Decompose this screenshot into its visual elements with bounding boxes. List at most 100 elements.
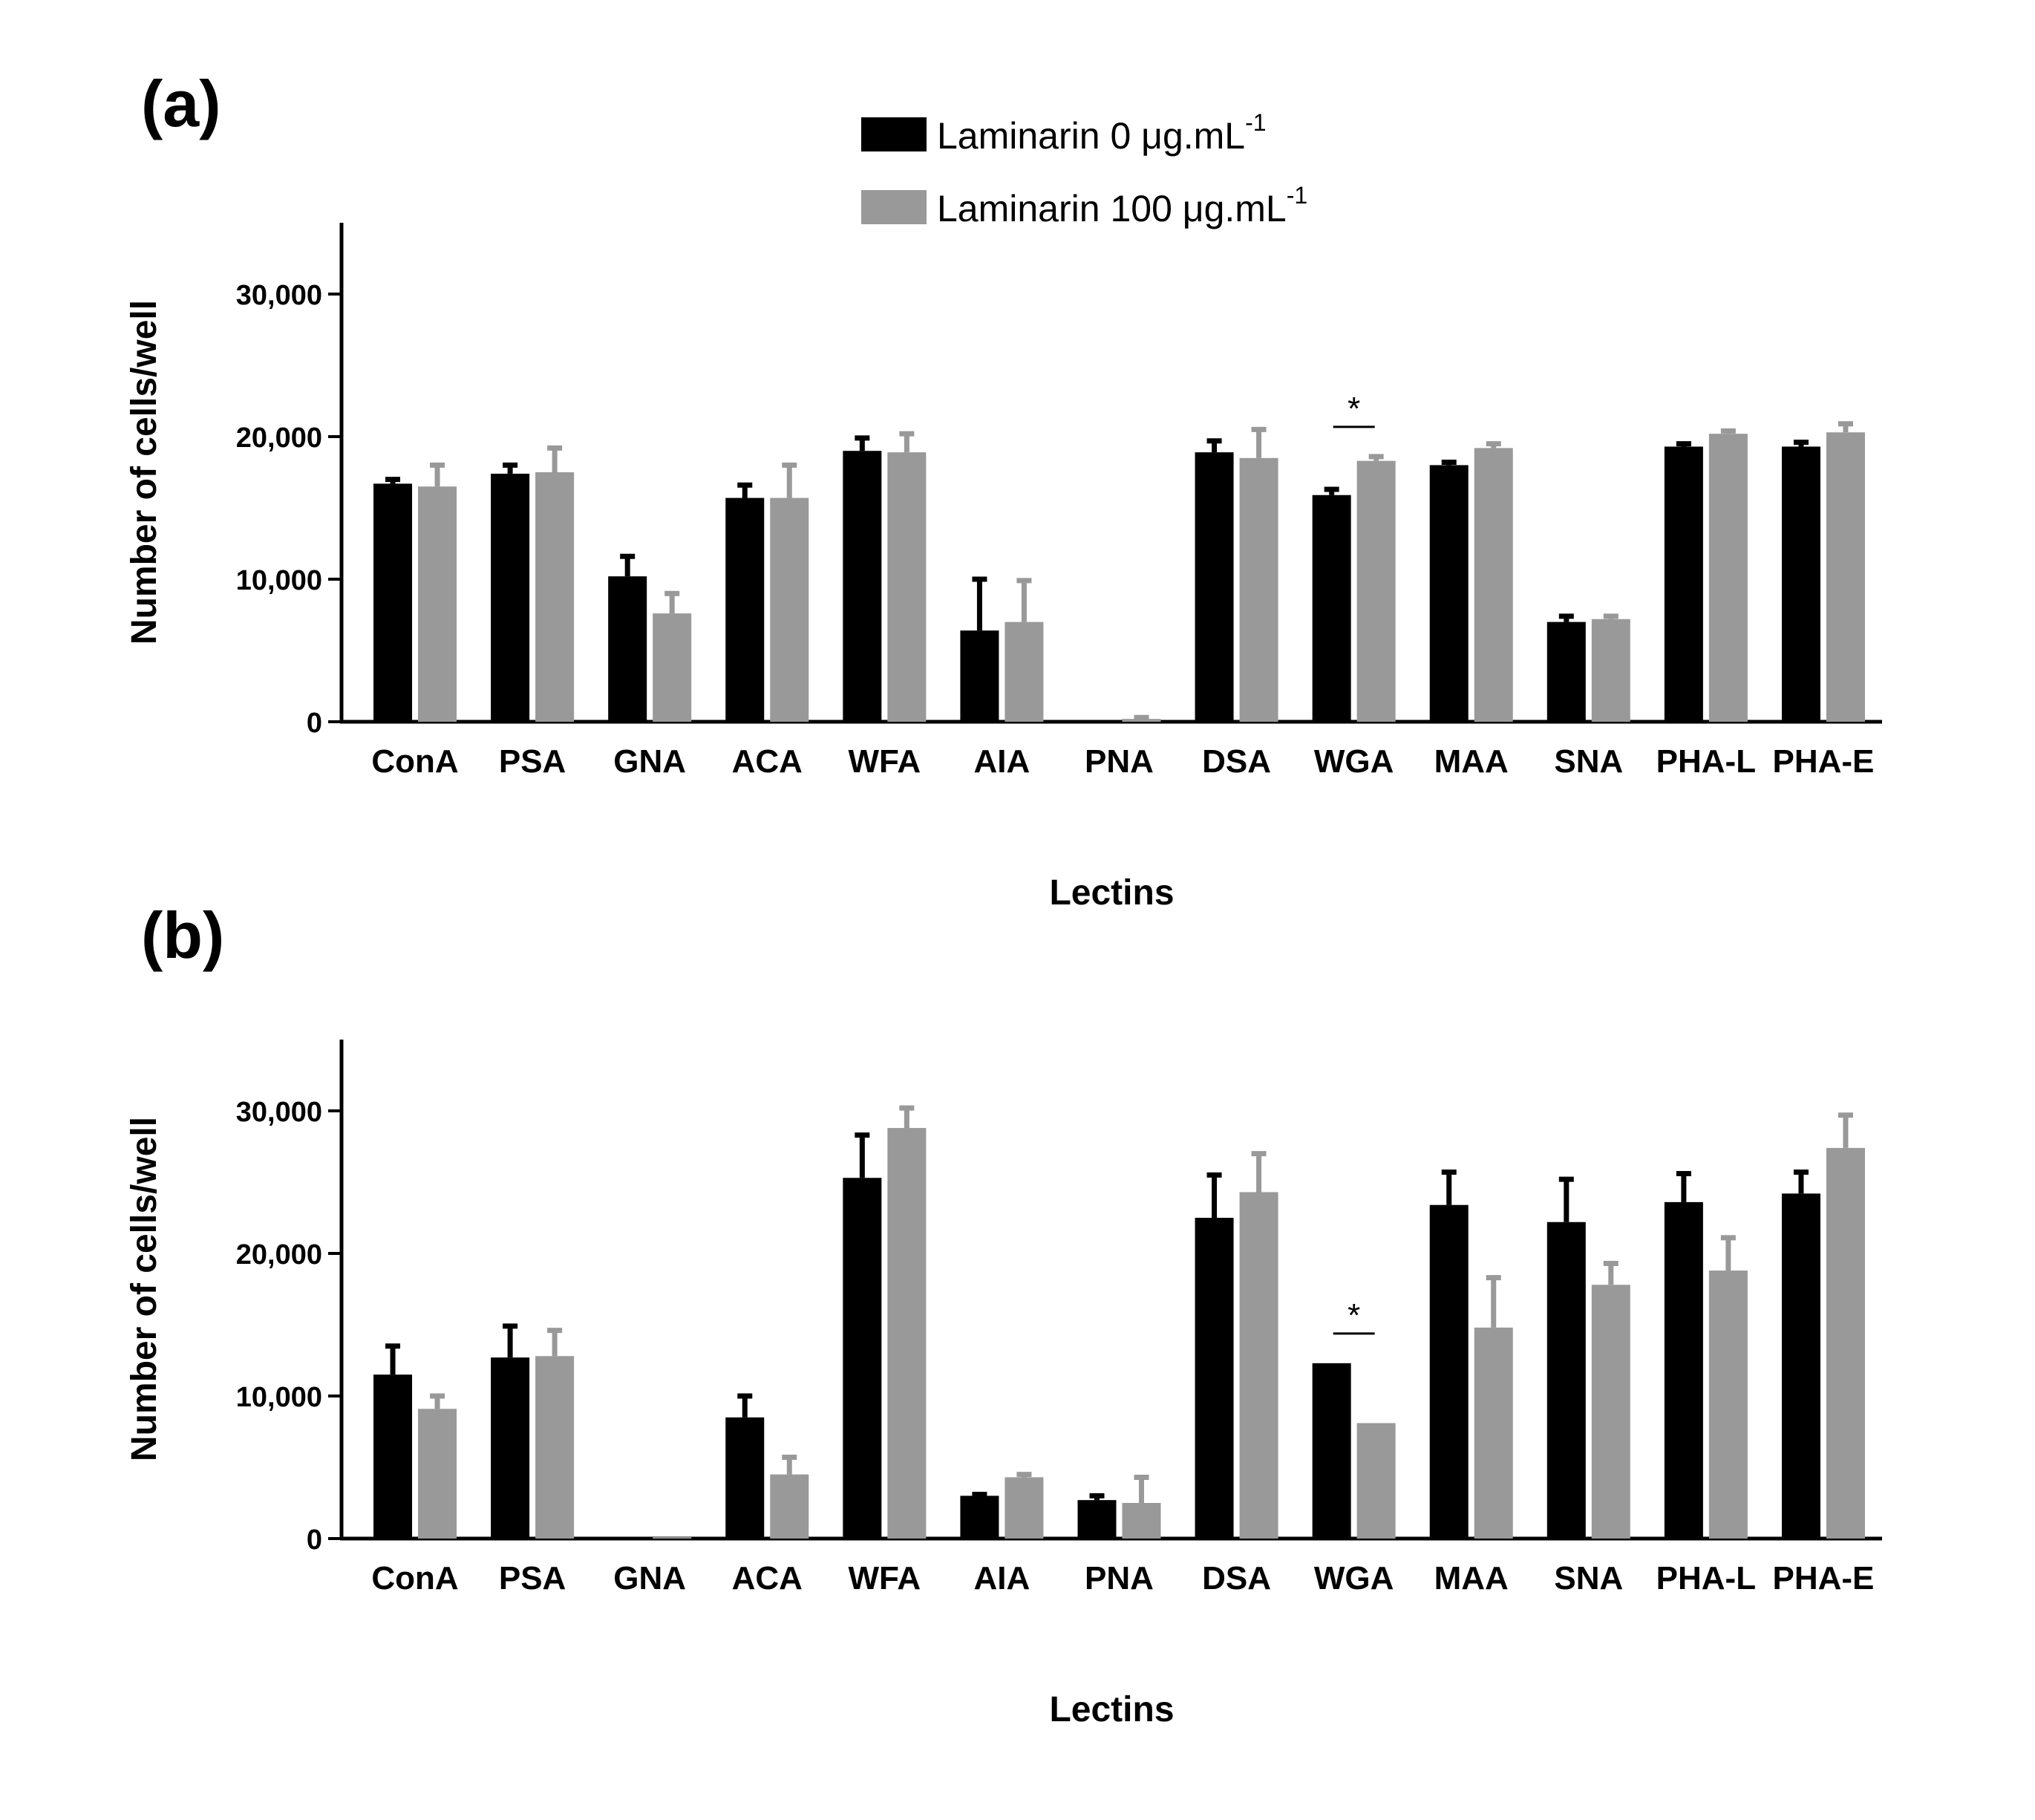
panel-b-category-label-maa: MAA: [1434, 1560, 1509, 1596]
panel-b-bar-sna-lam0: [1546, 1222, 1586, 1539]
legend-label-laminarin-0: Laminarin 0 μg.mL-1: [937, 109, 1267, 157]
panel-a-bar-dsa-lam100: [1239, 457, 1278, 722]
panel-a-bar-wga-lam0: [1312, 495, 1351, 722]
panel-a-y-tick-label: 20,000: [236, 423, 322, 454]
panel-b-y-tick-label: 10,000: [236, 1382, 322, 1413]
panel-a-bar-gna-lam100: [653, 613, 692, 722]
panel-a-bar-cona-lam0: [373, 483, 413, 722]
panel-a-category-label-sna: SNA: [1554, 743, 1623, 780]
panel-b-category-label-pha-l: PHA-L: [1656, 1560, 1756, 1596]
panel-a-bar-cona-lam100: [418, 486, 457, 722]
panel-a-y-tick-label: 30,000: [236, 280, 322, 311]
panel-b-bar-dsa-lam100: [1239, 1192, 1278, 1539]
panel-b-y-axis-title: Number of cells/well: [125, 1117, 164, 1461]
panel-b-x-axis-title: Lectins: [1049, 1690, 1174, 1729]
panel-a-bar-dsa-lam0: [1195, 452, 1234, 722]
panel-a-label: (a): [141, 67, 221, 140]
panel-b-category-label-pna: PNA: [1085, 1560, 1154, 1596]
panel-a-bar-pha-l-lam100: [1708, 434, 1748, 722]
panel-a-bar-pha-e-lam100: [1826, 432, 1865, 722]
panel-b-bar-wfa-lam100: [887, 1128, 927, 1539]
panel-b-bar-dsa-lam0: [1195, 1218, 1234, 1539]
panel-a-bar-psa-lam100: [535, 472, 575, 722]
panel-a-y-tick-label: 10,000: [236, 565, 322, 596]
panel-a-bar-psa-lam0: [491, 473, 530, 722]
panel-b-bar-aia-lam100: [1005, 1477, 1044, 1539]
panel-b-y-tick-label: 30,000: [236, 1097, 322, 1128]
panel-a-category-label-maa: MAA: [1434, 743, 1509, 780]
panel-a-bar-aca-lam0: [725, 498, 765, 722]
panel-b-bar-aca-lam100: [770, 1474, 809, 1539]
panel-b-bar-cona-lam100: [418, 1409, 457, 1539]
panel-a-bar-maa-lam0: [1429, 465, 1469, 722]
panel-a-bar-wga-lam100: [1356, 460, 1396, 722]
panel-b-bar-wga-lam0: [1312, 1363, 1351, 1539]
panel-b-label: (b): [141, 898, 224, 972]
panel-b-category-label-gna: GNA: [613, 1560, 686, 1596]
panel-a-y-tick-label: 0: [307, 708, 322, 739]
panel-b-category-label-psa: PSA: [499, 1560, 566, 1596]
panel-b-bar-wga-lam100: [1356, 1423, 1396, 1539]
panel-a-bar-aia-lam0: [960, 630, 999, 722]
panel-b-category-label-aia: AIA: [974, 1560, 1030, 1596]
panel-a-category-label-wga: WGA: [1314, 743, 1394, 780]
panel-b-category-label-sna: SNA: [1554, 1560, 1623, 1596]
panel-a-bar-pna-lam100: [1122, 719, 1161, 722]
panel-a-chart: (a) 0 10,000 20,000 30,000 Number of cells/we…: [125, 67, 1882, 913]
panel-a-category-label-pna: PNA: [1085, 743, 1154, 780]
panel-a-category-label-pha-l: PHA-L: [1656, 743, 1756, 780]
panel-a-category-label-pha-e: PHA-E: [1773, 743, 1875, 780]
panel-b-category-label-dsa: DSA: [1202, 1560, 1271, 1596]
panel-b-y-tick-label: 0: [307, 1524, 322, 1556]
panel-a-category-label-cona: ConA: [371, 743, 458, 780]
panel-a-category-label-wfa: WFA: [848, 743, 921, 780]
panel-a-bar-sna-lam100: [1591, 619, 1630, 722]
panel-b-bar-pha-l-lam0: [1664, 1201, 1703, 1539]
panel-b-category-label-cona: ConA: [371, 1560, 458, 1596]
panel-b-category-label-wga: WGA: [1314, 1560, 1394, 1596]
panel-b-bar-pna-lam0: [1077, 1500, 1117, 1539]
legend-label-laminarin-100: Laminarin 100 μg.mL-1: [937, 182, 1307, 229]
panel-b-bar-wfa-lam0: [843, 1178, 882, 1539]
legend-swatch-laminarin-0: [861, 117, 927, 151]
panel-a-bar-aia-lam100: [1005, 622, 1044, 722]
panel-b-category-label-pha-e: PHA-E: [1773, 1560, 1875, 1596]
panel-b-bar-pha-e-lam100: [1826, 1147, 1865, 1539]
panel-a-y-axis-title: Number of cells/well: [125, 300, 164, 645]
panel-a-significance-star-wga: *: [1348, 391, 1360, 427]
panel-a-bar-sna-lam0: [1546, 622, 1586, 722]
panel-b-y-tick-label: 20,000: [236, 1239, 322, 1271]
panel-a-category-label-psa: PSA: [499, 743, 566, 780]
panel-b-bar-maa-lam0: [1429, 1204, 1469, 1539]
panel-b-category-label-wfa: WFA: [848, 1560, 921, 1596]
legend: Laminarin 0 μg.mL-1 Laminarin 100 μg.mL-…: [861, 109, 1307, 229]
legend-swatch-laminarin-100: [861, 190, 927, 224]
panel-b-significance-star-wga: *: [1348, 1297, 1360, 1334]
panel-b-bar-psa-lam100: [535, 1356, 575, 1539]
panel-b-chart: (b) 0 10,000 20,000 30,000 Number of cells/we…: [125, 898, 1882, 1729]
panel-a-bar-wfa-lam0: [843, 451, 882, 722]
panel-b-bar-pha-l-lam100: [1708, 1271, 1748, 1539]
panel-a-category-label-gna: GNA: [613, 743, 686, 780]
panel-b-bar-aca-lam0: [725, 1417, 765, 1539]
panel-a-bar-pha-e-lam0: [1781, 446, 1820, 722]
panel-a-bar-maa-lam100: [1474, 448, 1513, 722]
panel-b-bar-psa-lam0: [491, 1357, 530, 1539]
panel-b-bar-pna-lam100: [1122, 1503, 1161, 1539]
panel-a-category-label-aia: AIA: [974, 743, 1030, 780]
panel-a-bar-wfa-lam100: [887, 452, 927, 722]
panel-a-category-label-dsa: DSA: [1202, 743, 1271, 780]
panel-b-bar-maa-lam100: [1474, 1327, 1513, 1539]
panel-b-bar-gna-lam100: [653, 1537, 692, 1539]
panel-a-x-axis-title: Lectins: [1049, 873, 1174, 913]
panel-a-bar-gna-lam0: [608, 576, 647, 722]
panel-a-category-label-aca: ACA: [732, 743, 803, 780]
panel-b-category-label-aca: ACA: [732, 1560, 803, 1596]
panel-b-bar-cona-lam0: [373, 1374, 413, 1539]
panel-a-bar-aca-lam100: [770, 498, 809, 722]
panel-b-bar-sna-lam100: [1591, 1285, 1630, 1539]
panel-b-bar-aia-lam0: [960, 1496, 999, 1539]
panel-b-bar-pha-e-lam0: [1781, 1193, 1820, 1539]
